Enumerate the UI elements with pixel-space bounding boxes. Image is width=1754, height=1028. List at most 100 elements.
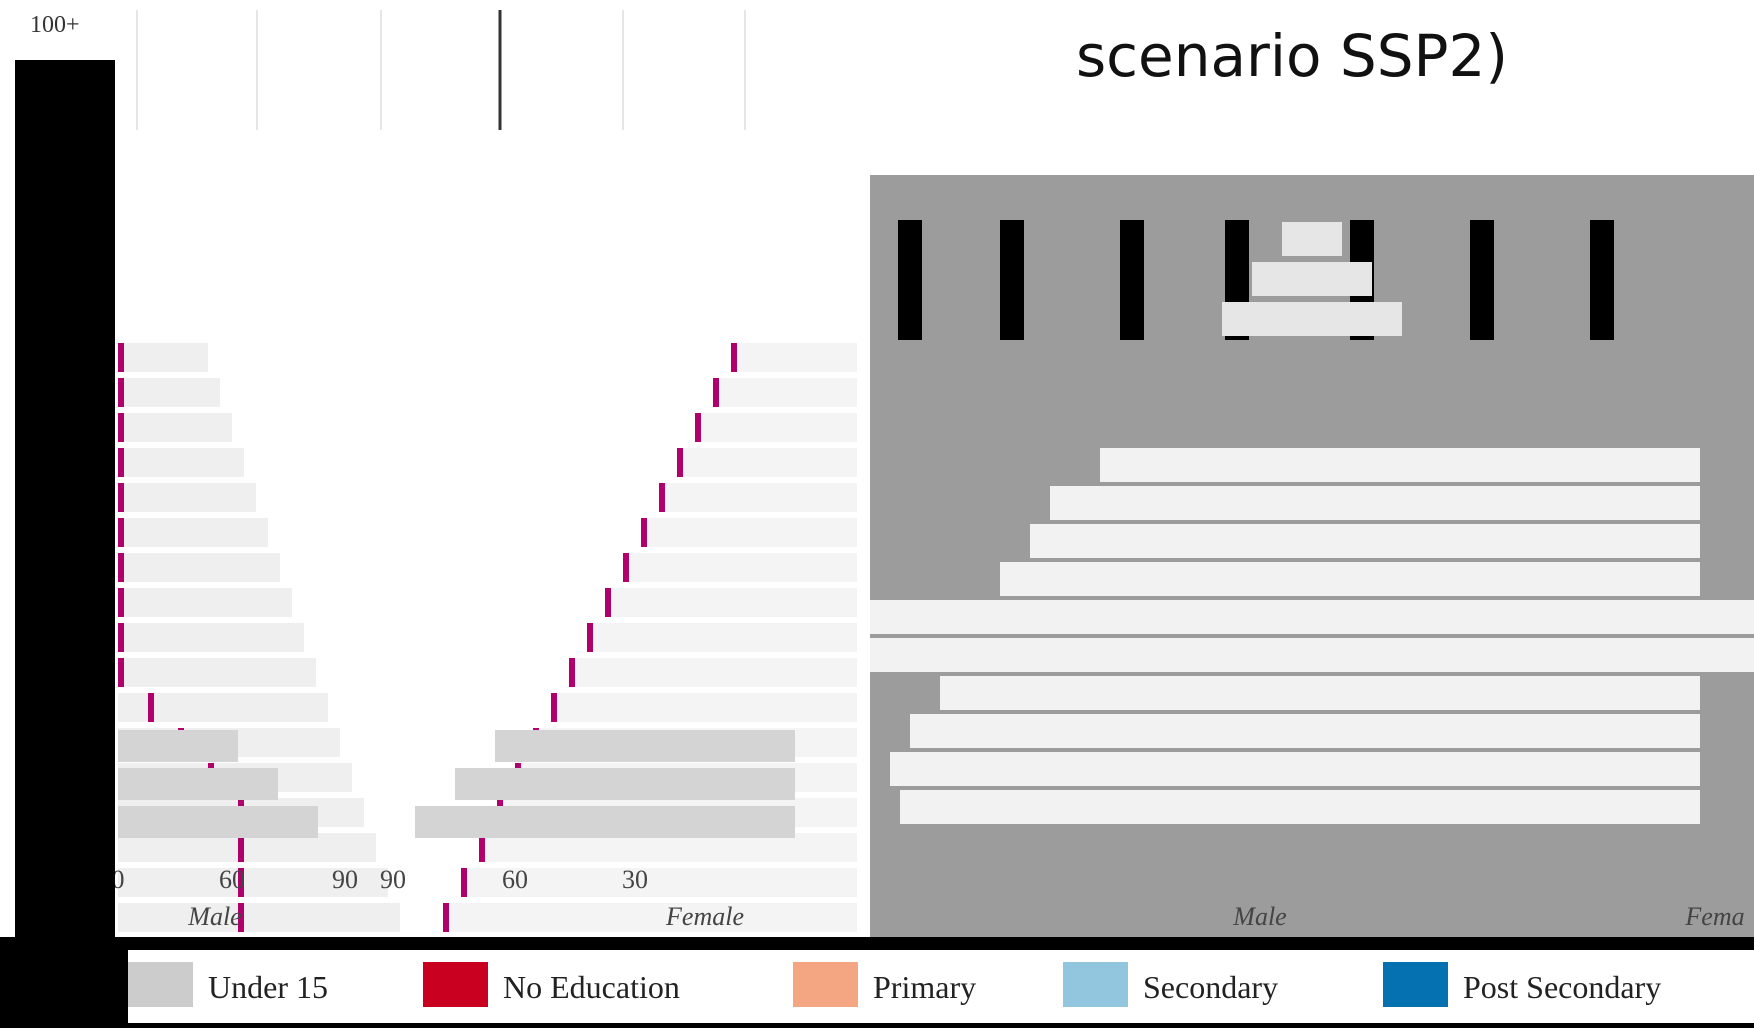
x-tick-male-60: 60 bbox=[219, 865, 245, 894]
female-bar-noedu bbox=[605, 588, 611, 617]
female-bar-under15 bbox=[737, 343, 857, 372]
right-bar bbox=[940, 676, 1700, 710]
male-bar-noedu bbox=[118, 413, 124, 442]
male-bar-noedu bbox=[238, 833, 244, 862]
male-bar-under15 bbox=[118, 868, 388, 897]
female-bar-under15 bbox=[575, 658, 857, 687]
male-bar-noedu bbox=[118, 448, 124, 477]
female-bar-noedu bbox=[623, 553, 629, 582]
female-bar-noedu bbox=[659, 483, 665, 512]
male-bar-under15 bbox=[118, 903, 400, 932]
male-bar-noedu bbox=[118, 658, 124, 687]
male-bar-under15 bbox=[118, 658, 316, 687]
male-axis-label: Male bbox=[187, 902, 241, 931]
right-male-axis-label: Male bbox=[1232, 902, 1286, 931]
legend-swatch bbox=[423, 962, 488, 1007]
female-bar-noedu bbox=[641, 518, 647, 547]
male-bar-under15 bbox=[118, 623, 304, 652]
age-label-top: 100+ bbox=[30, 12, 80, 38]
male-bar-under15-young bbox=[118, 768, 278, 800]
legend-label: Primary bbox=[873, 969, 976, 1005]
right-bar bbox=[870, 638, 1754, 672]
male-bar-noedu bbox=[118, 483, 124, 512]
x-tick-female-60: 60 bbox=[502, 865, 528, 894]
male-bar-under15-young bbox=[118, 730, 238, 762]
x-tick-female-90: 90 bbox=[380, 865, 406, 894]
older-bar bbox=[1252, 262, 1372, 296]
dark-marker bbox=[1000, 220, 1024, 340]
female-bar-noedu bbox=[713, 378, 719, 407]
female-bar-noedu bbox=[731, 343, 737, 372]
male-bar-noedu bbox=[118, 378, 124, 407]
male-bar-noedu bbox=[238, 868, 244, 897]
female-bar-under15 bbox=[593, 623, 857, 652]
male-bar-noedu bbox=[118, 623, 124, 652]
older-bar bbox=[1282, 222, 1342, 256]
right-bar bbox=[1000, 562, 1700, 596]
male-bar-under15 bbox=[118, 588, 292, 617]
female-axis-label: Female bbox=[665, 902, 744, 931]
male-bar-noedu bbox=[118, 518, 124, 547]
male-bar-noedu bbox=[118, 588, 124, 617]
legend-swatch bbox=[1383, 962, 1448, 1007]
dark-marker bbox=[1120, 220, 1144, 340]
female-bar-noedu bbox=[443, 903, 449, 932]
legend-swatch bbox=[1063, 962, 1128, 1007]
male-bar-noedu bbox=[238, 903, 244, 932]
female-bar-under15-young bbox=[495, 730, 795, 762]
legend-label: Secondary bbox=[1143, 969, 1278, 1005]
right-bar bbox=[1050, 486, 1700, 520]
legend-label: Post Secondary bbox=[1463, 969, 1661, 1005]
legend-swatch bbox=[793, 962, 858, 1007]
female-bar-under15 bbox=[683, 448, 857, 477]
female-bar-noedu bbox=[551, 693, 557, 722]
male-bar-under15 bbox=[118, 553, 280, 582]
right-population-pyramid: scenario SSP2) Male Fema bbox=[870, 22, 1754, 931]
male-bar-under15-young bbox=[118, 806, 318, 838]
female-bar-noedu bbox=[587, 623, 593, 652]
male-bar-under15 bbox=[118, 483, 256, 512]
right-female-axis-label: Fema bbox=[1684, 902, 1744, 931]
left-chart-panel: 100+ 0 60 90 90 60 30 Male Female bbox=[0, 0, 870, 937]
right-bar bbox=[1100, 448, 1700, 482]
dark-marker bbox=[1590, 220, 1614, 340]
chart-title: scenario SSP2) bbox=[1076, 22, 1508, 90]
left-occlusion bbox=[15, 60, 115, 937]
male-bar-under15 bbox=[118, 518, 268, 547]
dark-marker bbox=[898, 220, 922, 340]
legend-label: Under 15 bbox=[208, 969, 328, 1005]
female-bar-under15 bbox=[719, 378, 857, 407]
male-bar-under15 bbox=[118, 413, 232, 442]
female-bar-under15-young bbox=[455, 768, 795, 800]
female-bar-under15 bbox=[701, 413, 857, 442]
female-bar-under15 bbox=[611, 588, 857, 617]
female-bar-noedu bbox=[479, 833, 485, 862]
female-bar-noedu bbox=[461, 868, 467, 897]
left-population-pyramid: 100+ 0 60 90 90 60 30 Male Female bbox=[30, 10, 857, 932]
right-bar bbox=[1030, 524, 1700, 558]
female-bar-under15-young bbox=[415, 806, 795, 838]
male-bar-noedu bbox=[118, 343, 124, 372]
female-bar-under15 bbox=[629, 553, 857, 582]
right-bar bbox=[890, 752, 1700, 786]
female-bar-under15 bbox=[467, 868, 857, 897]
male-bar-noedu bbox=[148, 693, 154, 722]
right-bar bbox=[900, 790, 1700, 824]
female-bar-noedu bbox=[569, 658, 575, 687]
female-bar-under15 bbox=[665, 483, 857, 512]
male-bar-noedu bbox=[118, 553, 124, 582]
female-bar-noedu bbox=[695, 413, 701, 442]
legend-label: No Education bbox=[503, 969, 680, 1005]
legend-svg: Under 15 No Education Primary Secondary Post… bbox=[128, 962, 1661, 1007]
older-bar bbox=[1222, 302, 1402, 336]
right-chart-panel: scenario SSP2) Male Fema bbox=[870, 0, 1754, 937]
legend-swatch bbox=[128, 962, 193, 1007]
x-tick-female-30: 30 bbox=[622, 865, 648, 894]
male-bar-under15 bbox=[118, 378, 220, 407]
right-bar bbox=[910, 714, 1700, 748]
male-bar-under15 bbox=[118, 343, 208, 372]
legend: Under 15 No Education Primary Secondary Post… bbox=[128, 950, 1754, 1023]
male-bar-under15 bbox=[118, 448, 244, 477]
dark-marker bbox=[1470, 220, 1494, 340]
x-tick-male-90: 90 bbox=[332, 865, 358, 894]
